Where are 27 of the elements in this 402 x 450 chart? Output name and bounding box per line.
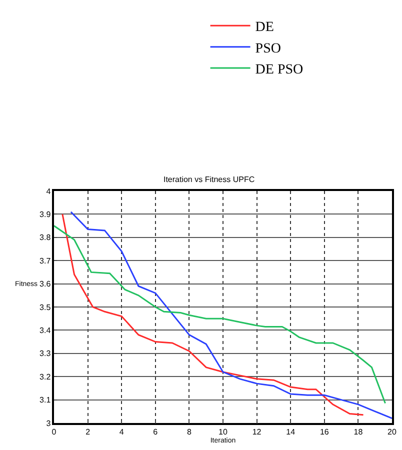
legend-label: PSO: [255, 41, 281, 56]
y-tick-label: 3.4: [40, 326, 52, 335]
x-tick-label: 8: [186, 427, 192, 436]
x-tick-label: 10: [218, 427, 228, 436]
x-tick-label: 6: [153, 427, 158, 436]
y-tick-label: 3.1: [40, 396, 52, 405]
legend-label: DE PSO: [255, 62, 304, 78]
x-tick-label: 18: [354, 427, 364, 436]
legend-label: DE: [255, 20, 274, 36]
x-tick-label: 20: [388, 427, 397, 436]
y-tick-label: 3.5: [40, 302, 52, 312]
x-tick-label: 4: [119, 427, 124, 436]
y-tick-label: 3.8: [40, 233, 52, 242]
y-tick-label: 3: [46, 418, 52, 428]
y-tick-label: 4: [46, 186, 52, 196]
chart-title: Iteration vs Fitness UPFC: [163, 175, 255, 184]
x-tick-label: 16: [320, 427, 330, 436]
x-tick-label: 12: [252, 427, 262, 436]
line-series: [54, 225, 386, 404]
x-tick-label: 2: [86, 427, 91, 436]
y-tick-label: 3.3: [40, 349, 52, 358]
x-tick-label: 14: [286, 427, 296, 436]
y-tick-label: 3.6: [40, 280, 52, 289]
x-tick-label: 0: [52, 427, 57, 436]
y-tick-label: 3.2: [40, 372, 52, 382]
y-tick-label: 3.9: [40, 210, 52, 219]
y-tick-label: 3.7: [40, 256, 52, 266]
